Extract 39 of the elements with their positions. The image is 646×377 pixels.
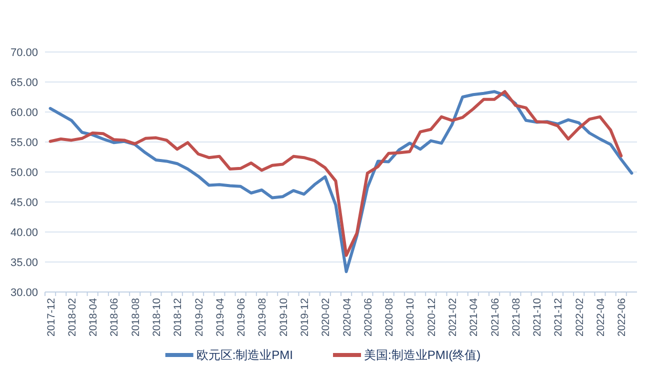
x-tick-label: 2018-10 xyxy=(151,298,163,337)
x-tick-label: 2020-04 xyxy=(341,298,354,337)
legend-label: 欧元区:制造业PMI xyxy=(196,348,293,362)
x-tick-label: 2019-04 xyxy=(214,298,226,337)
x-tick-label: 2020-08 xyxy=(384,298,396,337)
x-tick-label: 2019-08 xyxy=(256,298,269,337)
x-tick-label: 2017-12 xyxy=(45,298,58,337)
x-tick-label: 2018-08 xyxy=(130,298,142,337)
x-tick-label: 2019-02 xyxy=(193,298,206,337)
x-tick-label: 2020-06 xyxy=(362,298,374,337)
x-tick-label: 2018-02 xyxy=(66,298,78,337)
x-tick-label: 2021-04 xyxy=(468,298,480,337)
y-tick-label: 30.00 xyxy=(10,287,38,299)
y-tick-label: 45.00 xyxy=(10,197,38,209)
y-tick-label: 65.00 xyxy=(10,77,38,89)
x-tick-label: 2018-12 xyxy=(172,298,184,337)
legend-label: 美国:制造业PMI(终值) xyxy=(364,348,481,362)
x-tick-label: 2020-02 xyxy=(320,298,332,337)
y-tick-label: 70.00 xyxy=(10,47,38,59)
y-tick-label: 60.00 xyxy=(10,107,38,119)
x-tick-label: 2021-12 xyxy=(552,298,565,337)
y-tick-label: 40.00 xyxy=(10,227,38,239)
x-tick-label: 2020-12 xyxy=(426,298,438,337)
x-tick-label: 2022-02 xyxy=(574,298,586,337)
y-tick-label: 35.00 xyxy=(10,257,38,269)
x-tick-label: 2018-06 xyxy=(108,298,121,337)
x-tick-label: 2022-06 xyxy=(616,298,628,337)
x-tick-label: 2021-10 xyxy=(532,298,544,337)
x-tick-label: 2019-10 xyxy=(278,298,290,337)
y-tick-label: 55.00 xyxy=(10,137,38,149)
x-tick-label: 2021-08 xyxy=(510,298,522,337)
x-tick-label: 2021-06 xyxy=(489,298,502,337)
x-tick-label: 2021-02 xyxy=(447,298,459,337)
y-tick-label: 50.00 xyxy=(10,167,38,179)
x-tick-label: 2022-04 xyxy=(595,298,607,337)
x-tick-label: 2018-04 xyxy=(88,298,100,337)
x-tick-label: 2020-10 xyxy=(404,298,417,337)
x-tick-label: 2019-12 xyxy=(299,298,311,337)
x-tick-label: 2019-06 xyxy=(236,298,248,337)
